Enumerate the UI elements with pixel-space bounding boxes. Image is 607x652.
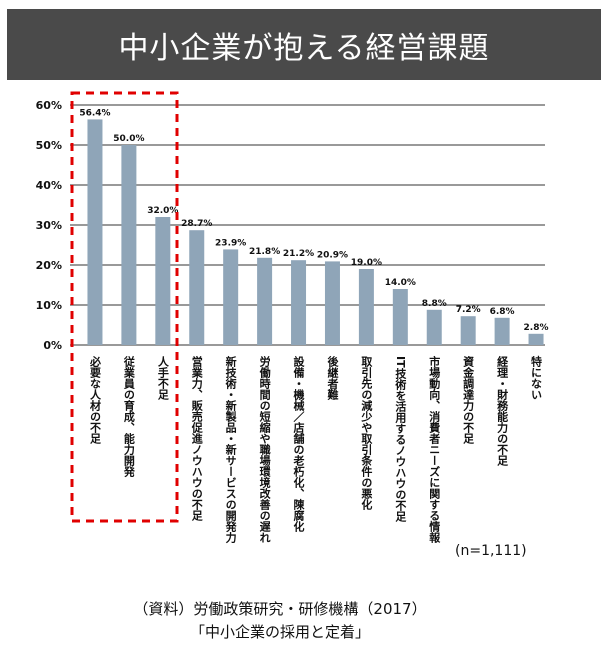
bar xyxy=(358,269,374,345)
bar xyxy=(494,317,510,345)
data-label: 14.0% xyxy=(385,278,416,288)
data-label: 2.8% xyxy=(524,323,549,333)
data-label: 21.8% xyxy=(249,247,280,257)
category-label: 後継者難 xyxy=(326,355,340,401)
data-label: 8.8% xyxy=(422,299,447,309)
y-tick-label: 50% xyxy=(36,139,62,152)
y-tick-label: 20% xyxy=(36,259,62,272)
category-label: 取引先の減少や取引条件の悪化 xyxy=(360,356,374,511)
y-tick-label: 60% xyxy=(36,99,62,112)
data-label: 50.0% xyxy=(113,134,144,144)
bar-chart: 0% 10% 20% 30% 40% 50% 60% 56.4% 必要な人材の不足 50.0% 従業… xyxy=(36,91,549,544)
bar xyxy=(155,217,171,345)
data-label: 21.2% xyxy=(283,249,314,259)
category-label: 設備・機械／店舗の老朽化、陳腐化 xyxy=(292,355,306,533)
bar xyxy=(324,261,340,345)
sample-size-note: (n=1,111) xyxy=(455,543,527,559)
bar xyxy=(528,333,544,345)
category-label: IT技術を活用するノウハウの不足 xyxy=(394,356,408,522)
category-label: 必要な人材の不足 xyxy=(88,355,102,445)
category-label: 特にない xyxy=(530,355,543,400)
data-label: 19.0% xyxy=(351,258,382,268)
bar xyxy=(223,249,239,345)
data-label: 32.0% xyxy=(147,206,178,216)
category-label: 人手不足 xyxy=(156,355,169,401)
y-tick-label: 10% xyxy=(36,299,62,312)
bar xyxy=(291,260,307,345)
category-label: 新技術・新製品・新サービスの開発力 xyxy=(224,355,238,544)
bar xyxy=(257,257,273,345)
bar xyxy=(87,119,103,346)
category-label: 労働時間の短縮や職場環境改善の遅れ xyxy=(258,355,272,543)
bar xyxy=(426,309,442,345)
data-label: 20.9% xyxy=(317,250,348,260)
y-tick-label: 30% xyxy=(36,219,62,232)
bar xyxy=(460,316,476,345)
source-line-1: （資料）労働政策研究・研修機構（2017） xyxy=(133,600,427,618)
source-line-2: 「中小企業の採用と定着」 xyxy=(189,623,370,641)
chart-title-banner: 中小企業が抱える経営課題 xyxy=(7,9,601,80)
data-label: 6.8% xyxy=(490,307,515,317)
data-label: 56.4% xyxy=(79,108,110,118)
category-label: 従業員の育成、能力開発 xyxy=(122,355,136,478)
data-label: 7.2% xyxy=(456,305,481,315)
bar xyxy=(121,145,137,345)
chart-title: 中小企業が抱える経営課題 xyxy=(118,30,490,66)
y-tick-label: 0% xyxy=(43,339,62,352)
y-tick-label: 40% xyxy=(36,179,62,192)
bar xyxy=(189,230,205,345)
bar xyxy=(392,289,408,345)
data-label: 23.9% xyxy=(215,238,246,248)
category-label: 資金調達力の不足 xyxy=(462,355,476,445)
category-label: 経理・財務能力の不足 xyxy=(496,355,510,467)
data-label: 28.7% xyxy=(181,219,212,229)
category-label: 営業力、販売促進ノウハウの不足 xyxy=(190,355,204,522)
category-label: 市場動向、消費者ニーズに関する情報 xyxy=(428,355,442,544)
